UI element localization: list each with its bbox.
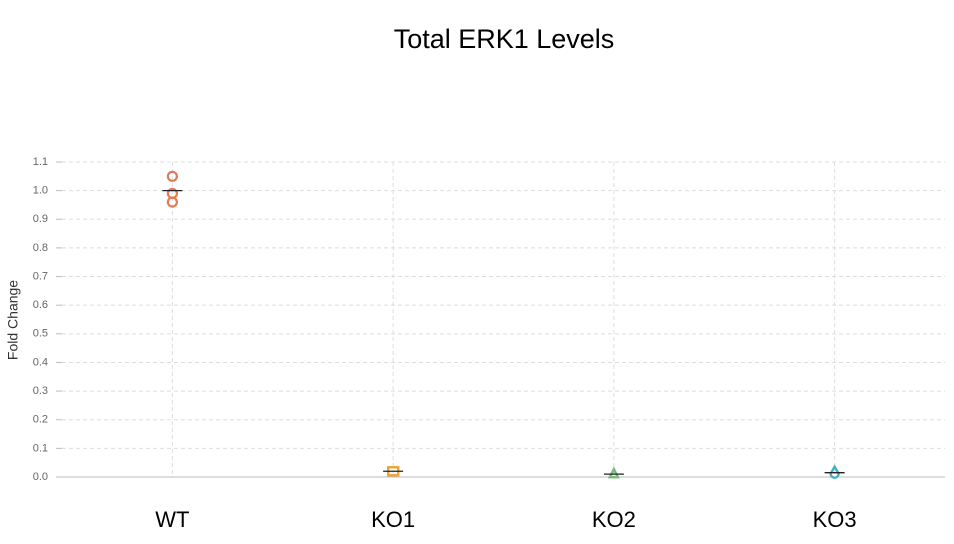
y-tick-label: 1.0: [33, 185, 48, 197]
chart-title: Total ERK1 Levels: [394, 24, 615, 54]
y-tick-label: 0.9: [33, 213, 48, 225]
x-tick-label: KO1: [371, 507, 415, 532]
y-tick-label: 1.1: [33, 156, 48, 168]
y-tick-label: 0.4: [33, 356, 48, 368]
y-tick-label: 0.7: [33, 270, 48, 282]
y-tick-label: 0.8: [33, 242, 48, 254]
x-tick-label: KO2: [592, 507, 636, 532]
y-tick-label: 0.2: [33, 414, 48, 426]
y-tick-label: 0.0: [33, 471, 48, 483]
x-tick-label: WT: [155, 507, 189, 532]
y-tick-label: 0.6: [33, 299, 48, 311]
point: [829, 464, 840, 479]
point: [166, 170, 178, 182]
point: [608, 466, 620, 479]
x-tick-label: KO3: [813, 507, 857, 532]
point: [166, 196, 178, 208]
y-tick-label: 0.5: [33, 328, 48, 340]
y-axis-label: Fold Change: [5, 280, 21, 360]
y-tick-label: 0.3: [33, 385, 48, 397]
y-tick-label: 0.1: [33, 442, 48, 454]
